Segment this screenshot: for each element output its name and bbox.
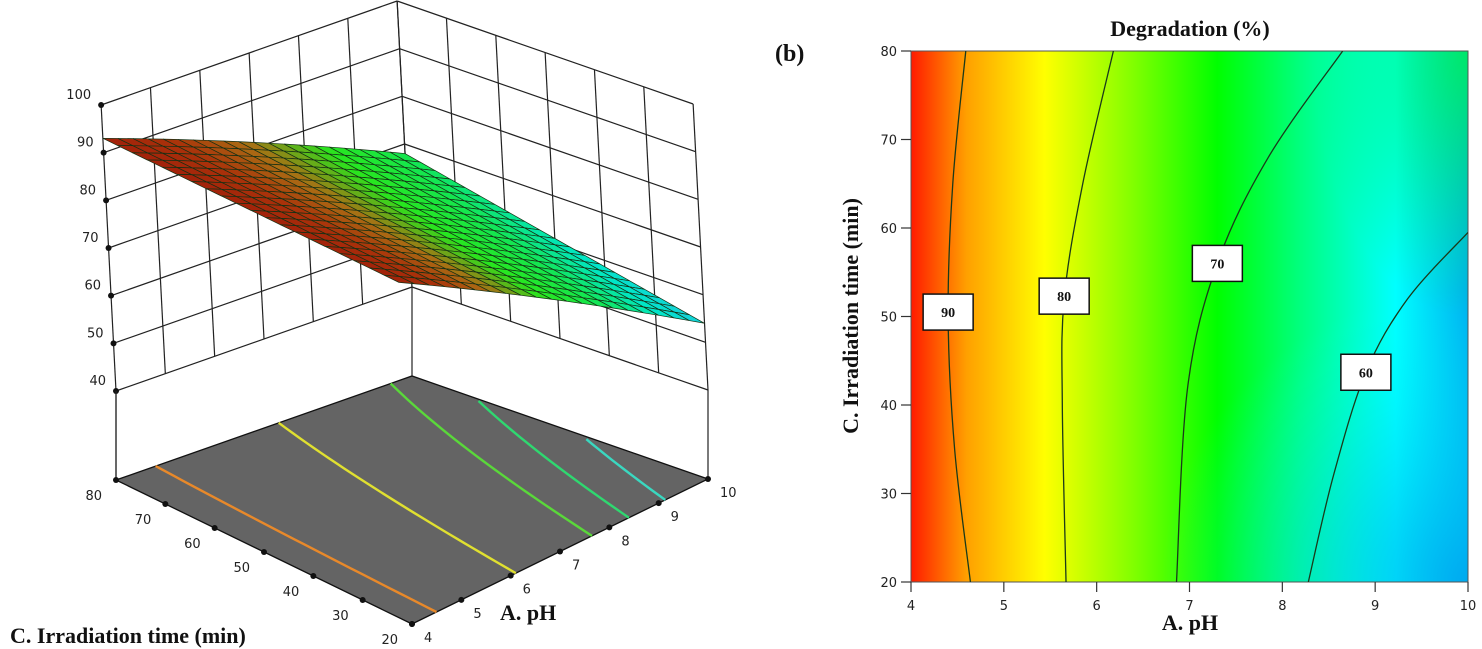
plot-frame xyxy=(910,50,1469,583)
ph-tick-dot xyxy=(409,621,415,627)
contour-label-box xyxy=(1038,277,1090,315)
contour-gradient xyxy=(911,51,1468,582)
ph-tick-label: 7 xyxy=(572,559,580,574)
contour-label: 80 xyxy=(1057,290,1071,305)
contour-lines xyxy=(947,51,1468,582)
floor-contour-70 xyxy=(389,382,593,537)
surface-plot-3d: 40 50 60 70 80 90 100 20 30 40 50 60 70 80 4 5 6 7 8 9 10 C.… xyxy=(10,0,737,648)
contour-line-60 xyxy=(1307,231,1468,582)
wall-gridline xyxy=(100,0,398,106)
z-tick-label: 50 xyxy=(87,326,104,341)
y-tick-label: 80 xyxy=(880,45,897,60)
time-tick-dot xyxy=(113,477,119,483)
x-tick-label: 7 xyxy=(1185,599,1193,614)
time-tick-label: 50 xyxy=(233,561,250,576)
ph-tick-label: 4 xyxy=(424,631,432,646)
time-tick-dot xyxy=(211,525,218,531)
y-tick-label: 30 xyxy=(880,488,897,503)
time-tick-dot xyxy=(261,549,267,555)
contour-label-box xyxy=(1340,353,1392,392)
floor-contour-65 xyxy=(477,400,630,519)
ph-tick-label: 9 xyxy=(671,510,679,525)
z-tick-label: 90 xyxy=(77,136,94,151)
ph-tick-label: 5 xyxy=(473,607,481,622)
z-tick-dot xyxy=(98,102,105,108)
time-tick-label: 80 xyxy=(85,489,102,504)
contour-label-box xyxy=(1191,244,1244,283)
wall-gridline xyxy=(593,69,610,356)
x-tick-label: 6 xyxy=(1093,599,1101,614)
contour-title: Degradation (%) xyxy=(1110,16,1269,41)
floor-contour-90 xyxy=(155,465,438,614)
floor-plane xyxy=(114,375,710,625)
floor-contour-80 xyxy=(278,421,517,575)
ph-tick-dot xyxy=(507,572,514,579)
ph-tick-dot xyxy=(606,524,613,531)
z-tick-label: 40 xyxy=(89,374,106,389)
ph-tick-dot xyxy=(458,596,465,603)
time-tick-dot xyxy=(162,501,169,507)
contour-fill xyxy=(911,51,1468,582)
time-tick-label: 30 xyxy=(332,609,349,624)
ph-tick-dot xyxy=(557,548,563,555)
time-tick-label: 20 xyxy=(381,633,398,648)
x-tick-label: 8 xyxy=(1278,599,1286,614)
y-tick-label: 60 xyxy=(880,222,897,237)
surface-cell xyxy=(383,274,415,285)
time-tick-label: 40 xyxy=(283,585,300,600)
x-axis-title: A. pH xyxy=(1162,610,1218,635)
corner-tint xyxy=(1161,51,1468,582)
wall-gridline xyxy=(199,70,216,357)
wall-gridline xyxy=(149,87,166,374)
ph-tick-label: 6 xyxy=(523,583,531,598)
floor-plane-fill xyxy=(114,375,710,625)
y-tick-label: 20 xyxy=(880,576,897,591)
z-tick-label: 60 xyxy=(84,279,101,294)
ph-tick-label: 10 xyxy=(720,486,737,501)
contour-label: 90 xyxy=(941,306,955,321)
contour-label-box xyxy=(922,293,974,331)
y-axis-title-3d: C. Irradiation time (min) xyxy=(10,623,246,648)
z-tick-dot xyxy=(110,340,117,347)
time-tick-label: 60 xyxy=(184,537,201,552)
x-tick-label: 5 xyxy=(1000,599,1008,614)
x-tick-label: 4 xyxy=(907,599,915,614)
wall-gridline xyxy=(643,86,660,373)
contour-labels: 90 80 70 60 xyxy=(922,244,1392,392)
ph-tick-label: 8 xyxy=(621,534,629,549)
z-tick-dot xyxy=(100,149,107,156)
contour-line-90 xyxy=(947,51,972,582)
z-tick-dot xyxy=(105,245,112,251)
y-tick-label: 40 xyxy=(880,399,897,414)
floor-contour-60 xyxy=(585,438,666,501)
corner-tint xyxy=(911,51,1468,582)
y-axis-title: C. Irradiation time (min) xyxy=(838,198,863,434)
y-tick-label: 70 xyxy=(880,134,897,149)
contour-label: 60 xyxy=(1359,366,1373,381)
z-tick-label: 80 xyxy=(80,183,97,198)
x-tick-label: 9 xyxy=(1371,599,1379,614)
z-tick-label: 100 xyxy=(66,88,91,103)
contour-line-80 xyxy=(1061,51,1115,582)
ph-tick-dot xyxy=(705,476,711,482)
y-tick-label: 50 xyxy=(880,311,897,326)
x-tick-label: 10 xyxy=(1460,599,1477,614)
ph-tick-dot xyxy=(655,500,662,507)
x-axis-title-3d: A. pH xyxy=(500,600,556,625)
contour-line-70 xyxy=(1175,51,1344,582)
z-tick-dot xyxy=(108,292,115,299)
panel-label-b: (b) xyxy=(775,41,804,67)
contour-label: 70 xyxy=(1210,257,1224,272)
time-tick-dot xyxy=(359,597,366,603)
time-tick-label: 70 xyxy=(135,513,152,528)
wall-gridline xyxy=(692,103,709,391)
contour-axis-ticks: 4 5 6 7 8 9 10 20 30 40 50 60 70 80 xyxy=(880,45,1476,614)
response-surface xyxy=(102,138,705,324)
axis-ticks: 40 50 60 70 80 90 100 20 30 40 50 60 70 80 4 5 6 7 8 9 10 xyxy=(66,88,736,648)
z-tick-label: 70 xyxy=(82,231,99,246)
z-tick-dot xyxy=(103,197,110,204)
time-tick-dot xyxy=(310,573,317,579)
